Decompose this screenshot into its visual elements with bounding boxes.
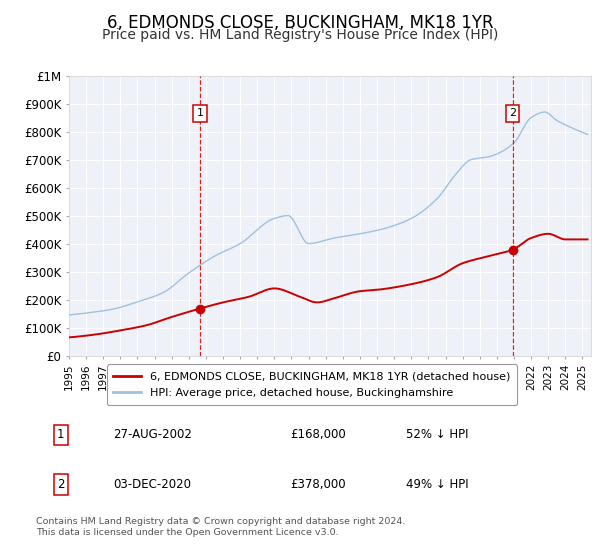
Text: Contains HM Land Registry data © Crown copyright and database right 2024.
This d: Contains HM Land Registry data © Crown c… [36, 517, 406, 536]
Text: 2: 2 [509, 109, 516, 118]
Text: £378,000: £378,000 [290, 478, 346, 491]
Text: Price paid vs. HM Land Registry's House Price Index (HPI): Price paid vs. HM Land Registry's House … [102, 28, 498, 42]
Text: 49% ↓ HPI: 49% ↓ HPI [406, 478, 469, 491]
Text: 03-DEC-2020: 03-DEC-2020 [113, 478, 191, 491]
Text: 2: 2 [57, 478, 65, 491]
Text: 6, EDMONDS CLOSE, BUCKINGHAM, MK18 1YR: 6, EDMONDS CLOSE, BUCKINGHAM, MK18 1YR [107, 14, 493, 32]
Text: 52% ↓ HPI: 52% ↓ HPI [406, 428, 469, 441]
Legend: 6, EDMONDS CLOSE, BUCKINGHAM, MK18 1YR (detached house), HPI: Average price, det: 6, EDMONDS CLOSE, BUCKINGHAM, MK18 1YR (… [107, 365, 517, 405]
Text: £168,000: £168,000 [290, 428, 346, 441]
Text: 1: 1 [57, 428, 65, 441]
Text: 27-AUG-2002: 27-AUG-2002 [113, 428, 192, 441]
Text: 1: 1 [196, 109, 203, 118]
